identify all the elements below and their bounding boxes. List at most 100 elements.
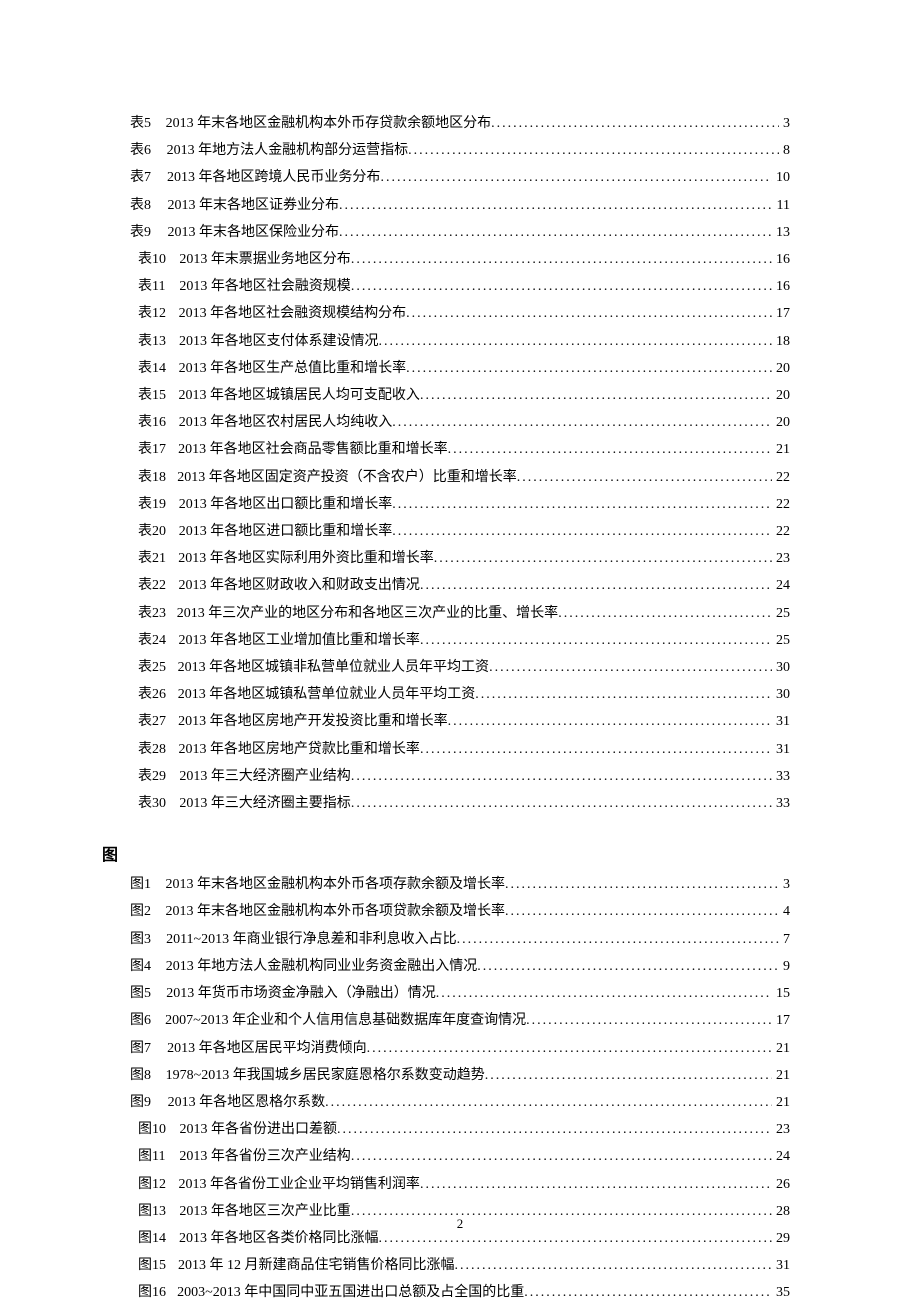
toc-entry: 表 102013 年末票据业务地区分布 16 — [130, 246, 790, 273]
toc-label: 表 22 — [138, 572, 174, 599]
toc-page-number: 21 — [772, 1089, 790, 1116]
toc-label-prefix: 表 — [138, 763, 152, 790]
toc-entry: 图 32011~2013 年商业银行净息差和非利息收入占比 7 — [130, 926, 790, 953]
toc-entry: 表 202013 年各地区进口额比重和增长率 22 — [130, 518, 790, 545]
toc-title: 2013 年各地区社会融资规模结构分布 — [179, 300, 407, 327]
toc-page-number: 22 — [772, 491, 790, 518]
toc-page-number: 18 — [772, 328, 790, 355]
toc-label: 表 10 — [138, 246, 174, 273]
toc-title: 2013 年各地区城镇居民人均可支配收入 — [178, 382, 420, 409]
toc-label: 表 24 — [138, 627, 174, 654]
toc-page-number: 21 — [772, 1062, 790, 1089]
toc-label-number: 15 — [152, 1252, 174, 1279]
toc-label-number: 30 — [152, 790, 174, 817]
toc-page-number: 11 — [773, 192, 790, 219]
toc-label-prefix: 图 — [130, 980, 144, 1007]
toc-label-prefix: 表 — [138, 491, 152, 518]
toc-label-prefix: 表 — [138, 572, 152, 599]
toc-label: 表 11 — [138, 273, 174, 300]
toc-page-number: 25 — [772, 600, 790, 627]
toc-title: 2013 年各地区居民平均消费倾向 — [167, 1035, 367, 1062]
toc-label-prefix: 表 — [138, 355, 152, 382]
toc-entry: 表 232013 年三次产业的地区分布和各地区三次产业的比重、增长率 25 — [130, 600, 790, 627]
toc-label: 表 26 — [138, 681, 174, 708]
toc-leader-dots — [351, 763, 772, 790]
toc-title: 2013 年各地区出口额比重和增长率 — [179, 491, 393, 518]
toc-label-prefix: 表 — [138, 681, 152, 708]
toc-page-number: 4 — [779, 898, 790, 925]
toc-entry: 表 112013 年各地区社会融资规模 16 — [130, 273, 790, 300]
toc-title: 2013 年各地区固定资产投资（不含农户）比重和增长率 — [177, 464, 517, 491]
toc-entry: 图 72013 年各地区居民平均消费倾向 21 — [130, 1035, 790, 1062]
toc-label-prefix: 表 — [138, 409, 152, 436]
toc-title: 2011~2013 年商业银行净息差和非利息收入占比 — [166, 926, 457, 953]
toc-label-prefix: 表 — [138, 654, 152, 681]
toc-label: 表 28 — [138, 736, 174, 763]
toc-label-prefix: 图 — [138, 1279, 152, 1306]
toc-leader-dots — [420, 627, 772, 654]
toc-label: 表 19 — [138, 491, 174, 518]
toc-title: 2013 年货币市场资金净融入（净融出）情况 — [166, 980, 436, 1007]
toc-leader-dots — [406, 300, 772, 327]
toc-leader-dots — [434, 545, 772, 572]
tables-toc-list: 表 52013 年末各地区金融机构本外币存贷款余额地区分布 3表 62013 年… — [130, 110, 790, 817]
toc-label-prefix: 图 — [130, 1062, 144, 1089]
toc-leader-dots — [406, 355, 772, 382]
toc-entry: 表 292013 年三大经济圈产业结构 33 — [130, 763, 790, 790]
toc-title: 2013 年各地区社会商品零售额比重和增长率 — [178, 436, 448, 463]
toc-leader-dots — [485, 1062, 772, 1089]
toc-label-number: 7 — [144, 1035, 162, 1062]
toc-label-number: 9 — [144, 1089, 162, 1116]
toc-leader-dots — [351, 790, 772, 817]
toc-label-number: 20 — [152, 518, 174, 545]
toc-label: 表 15 — [138, 382, 174, 409]
toc-leader-dots — [378, 328, 772, 355]
toc-page-number: 22 — [772, 464, 790, 491]
toc-entry: 图 102013 年各省份进出口差额 23 — [130, 1116, 790, 1143]
toc-label-number: 12 — [152, 1171, 174, 1198]
toc-label: 图 1 — [130, 871, 162, 898]
toc-label-prefix: 表 — [138, 273, 152, 300]
toc-label: 图 10 — [138, 1116, 174, 1143]
toc-leader-dots — [420, 382, 772, 409]
toc-page-number: 3 — [779, 871, 790, 898]
toc-title: 2007~2013 年企业和个人信用信息基础数据库年度查询情况 — [165, 1007, 526, 1034]
toc-label-prefix: 表 — [138, 300, 152, 327]
toc-title: 2013 年各省份三次产业结构 — [179, 1143, 351, 1170]
toc-leader-dots — [558, 600, 772, 627]
toc-label-number: 10 — [152, 246, 174, 273]
toc-page-number: 3 — [779, 110, 790, 137]
toc-label: 表 20 — [138, 518, 174, 545]
toc-entry: 表 122013 年各地区社会融资规模结构分布 17 — [130, 300, 790, 327]
figures-toc-list: 图 12013 年末各地区金融机构本外币各项存款余额及增长率 3图 22013 … — [130, 871, 790, 1306]
toc-label-prefix: 表 — [138, 518, 152, 545]
toc-title: 2013 年各地区进口额比重和增长率 — [179, 518, 393, 545]
toc-page-number: 35 — [772, 1279, 790, 1306]
toc-label-prefix: 图 — [138, 1252, 152, 1279]
toc-title: 2013 年末各地区金融机构本外币各项存款余额及增长率 — [165, 871, 505, 898]
toc-title: 2013 年各地区工业增加值比重和增长率 — [178, 627, 420, 654]
toc-page-number: 26 — [772, 1171, 790, 1198]
toc-entry: 表 62013 年地方法人金融机构部分运营指标 8 — [130, 137, 790, 164]
toc-page-number: 21 — [772, 1035, 790, 1062]
toc-label: 表 16 — [138, 409, 174, 436]
toc-entry: 表 82013 年末各地区证券业分布 11 — [130, 192, 790, 219]
toc-title: 2013 年各地区城镇私营单位就业人员年平均工资 — [178, 681, 476, 708]
toc-label-number: 11 — [152, 1143, 174, 1170]
toc-entry: 表 182013 年各地区固定资产投资（不含农户）比重和增长率 22 — [130, 464, 790, 491]
toc-label-prefix: 表 — [138, 328, 152, 355]
toc-entry: 表 92013 年末各地区保险业分布 13 — [130, 219, 790, 246]
toc-entry: 表 252013 年各地区城镇非私营单位就业人员年平均工资 30 — [130, 654, 790, 681]
toc-label: 图 7 — [130, 1035, 162, 1062]
toc-entry: 图 62007~2013 年企业和个人信用信息基础数据库年度查询情况 17 — [130, 1007, 790, 1034]
toc-page-number: 25 — [772, 627, 790, 654]
toc-title: 2013 年各地区房地产开发投资比重和增长率 — [178, 708, 448, 735]
toc-label: 表 25 — [138, 654, 174, 681]
toc-page-number: 21 — [772, 436, 790, 463]
toc-leader-dots — [351, 1143, 772, 1170]
toc-page-number: 7 — [779, 926, 790, 953]
toc-label-number: 23 — [152, 600, 174, 627]
toc-entry: 表 222013 年各地区财政收入和财政支出情况 24 — [130, 572, 790, 599]
toc-label-prefix: 表 — [138, 545, 152, 572]
toc-title: 2013 年 12 月新建商品住宅销售价格同比涨幅 — [178, 1252, 455, 1279]
